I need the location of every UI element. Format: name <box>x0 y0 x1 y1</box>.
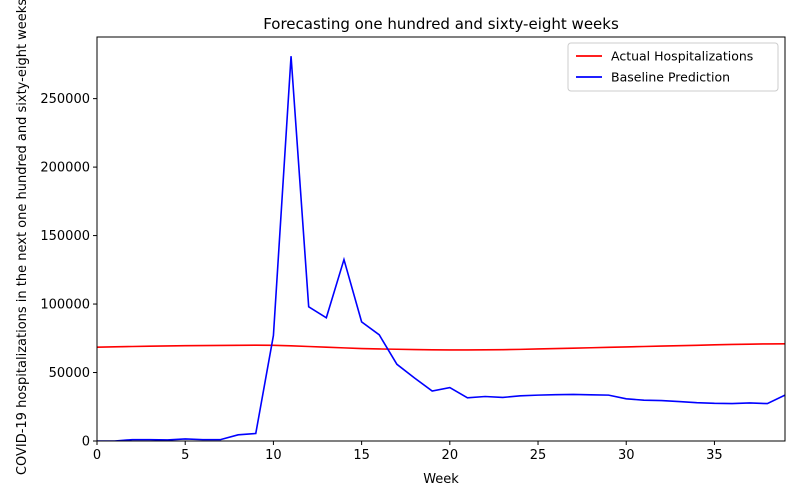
x-tick-label: 5 <box>181 448 189 463</box>
legend: Actual Hospitalizations Baseline Predicti… <box>567 42 779 92</box>
x-axis-label: Week <box>423 472 459 487</box>
legend-label-0: Actual Hospitalizations <box>611 49 753 64</box>
legend-box <box>567 42 779 92</box>
y-tick-label: 100000 <box>40 298 90 313</box>
y-tick-label: 250000 <box>40 92 90 107</box>
y-tick-label: 0 <box>82 435 90 450</box>
x-tick-label: 0 <box>93 448 101 463</box>
x-tick-label: 10 <box>265 448 282 463</box>
y-axis: 0 50000 100000 150000 200000 250000 <box>40 92 97 450</box>
plot-area <box>96 36 786 442</box>
x-tick-label: 35 <box>706 448 723 463</box>
x-tick-label: 25 <box>530 448 547 463</box>
series-line-0 <box>97 342 785 351</box>
x-tick-label: 20 <box>442 448 459 463</box>
series-line-1 <box>97 56 785 441</box>
x-tick-label: 15 <box>353 448 370 463</box>
legend-label-1: Baseline Prediction <box>611 70 730 85</box>
x-tick-label: 30 <box>618 448 635 463</box>
plot-frame <box>96 36 786 442</box>
x-axis: 0 5 10 15 20 25 30 35 <box>93 441 723 463</box>
y-axis-label: COVID-19 hospitalizations in the next on… <box>15 0 30 475</box>
chart-title: Forecasting one hundred and sixty-eight … <box>263 15 619 33</box>
y-tick-label: 150000 <box>40 229 90 244</box>
y-tick-label: 200000 <box>40 161 90 176</box>
y-tick-label: 50000 <box>49 366 90 381</box>
